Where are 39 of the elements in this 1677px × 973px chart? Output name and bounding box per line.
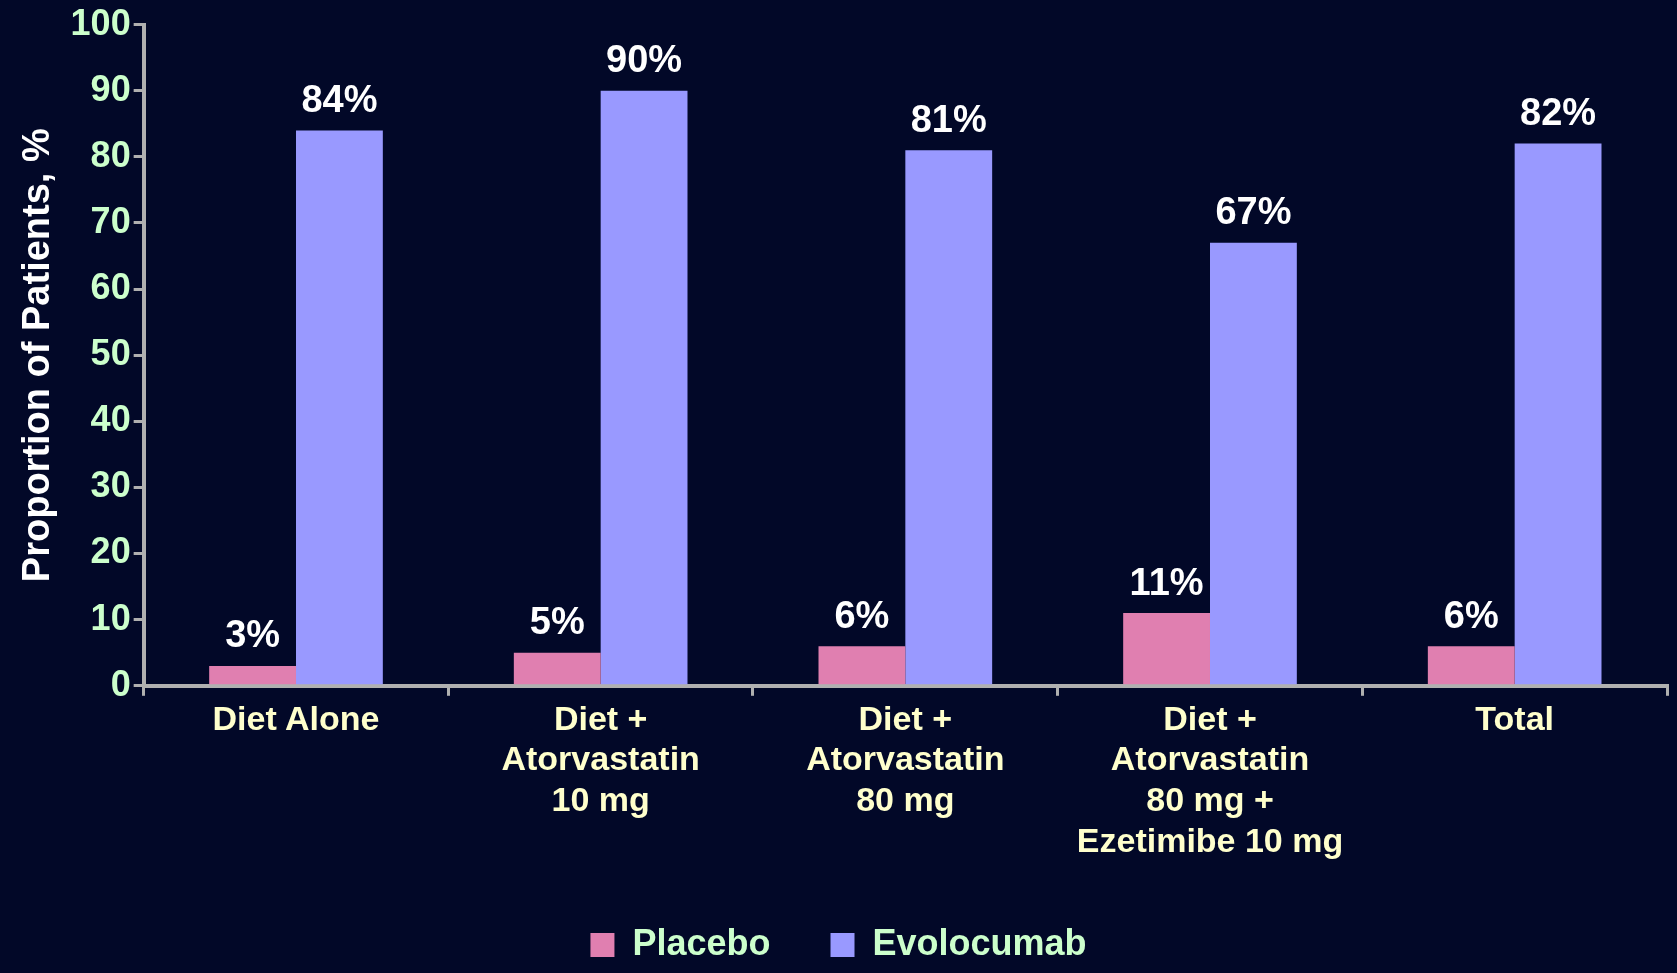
data-label: 6% xyxy=(834,593,890,636)
data-label: 6% xyxy=(1443,593,1499,636)
x-tick-label: Diet + Atorvastatin 80 mg + Ezetimibe 10 mg xyxy=(1076,698,1344,859)
bar xyxy=(1514,143,1602,685)
y-tick-label: 0 xyxy=(110,662,131,704)
bar xyxy=(1427,646,1515,685)
bar xyxy=(209,665,296,685)
y-tick-label: 80 xyxy=(90,133,131,175)
y-tick-label: 90 xyxy=(90,67,131,109)
y-tick-label: 70 xyxy=(90,199,131,241)
bar xyxy=(600,90,688,685)
bar xyxy=(1123,613,1210,685)
data-label: 3% xyxy=(225,613,281,656)
y-tick-label: 10 xyxy=(90,596,131,638)
y-tick-label: 30 xyxy=(90,464,131,506)
x-tick-label: Diet + Atorvastatin 10 mg xyxy=(501,698,700,819)
x-tick-label: Diet + Atorvastatin 80 mg xyxy=(806,698,1005,819)
data-label: 67% xyxy=(1215,190,1292,233)
data-label: 82% xyxy=(1520,91,1597,134)
bar xyxy=(905,150,993,685)
data-label: 11% xyxy=(1129,560,1204,603)
legend-label: Placebo xyxy=(632,921,771,963)
y-tick-label: 40 xyxy=(90,398,131,440)
bar xyxy=(818,646,906,685)
data-label: 84% xyxy=(301,77,378,120)
data-label: 5% xyxy=(529,600,585,643)
y-tick-label: 60 xyxy=(90,266,131,307)
y-tick-label: 20 xyxy=(90,530,131,572)
y-axis-title: Proportion of Patients, % xyxy=(15,128,58,583)
bar xyxy=(296,130,383,685)
bar xyxy=(1210,242,1297,685)
data-label: 81% xyxy=(910,97,987,140)
legend-label: Evolocumab xyxy=(872,921,1087,963)
y-tick-label: 50 xyxy=(90,332,131,374)
y-tick-label: 100 xyxy=(70,1,131,43)
x-tick-label: Diet Alone xyxy=(212,698,380,737)
data-label: 90% xyxy=(606,38,683,81)
bar xyxy=(513,652,601,685)
x-tick-label: Total xyxy=(1475,698,1555,737)
